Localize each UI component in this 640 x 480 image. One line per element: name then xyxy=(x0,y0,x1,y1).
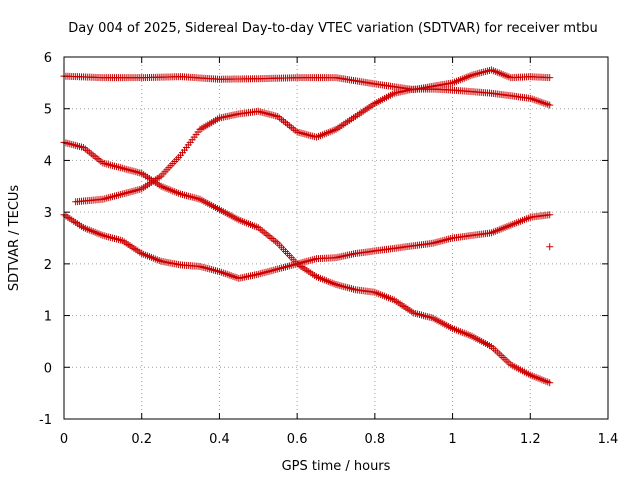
series-series-3 xyxy=(60,138,554,387)
chart-title: Day 004 of 2025, Sidereal Day-to-day VTE… xyxy=(68,21,597,36)
x-tick-label: 0.6 xyxy=(287,432,308,447)
y-tick-label: 0 xyxy=(44,361,52,376)
x-tick-label: 0.4 xyxy=(209,432,230,447)
y-tick-label: -1 xyxy=(39,413,52,428)
series-series-2 xyxy=(72,85,554,206)
y-tick-label: 4 xyxy=(44,154,52,169)
y-tick-label: 6 xyxy=(44,51,52,66)
data-point xyxy=(546,101,554,109)
x-tick-label: 1.2 xyxy=(520,432,541,447)
y-tick-label: 3 xyxy=(44,206,52,221)
x-axis-label: GPS time / hours xyxy=(282,459,391,474)
y-axis-label: SDTVAR / TECUs xyxy=(7,185,22,292)
y-tick-label: 1 xyxy=(44,310,52,325)
data-point xyxy=(546,74,554,82)
data-point xyxy=(546,379,554,387)
y-tick-label: 2 xyxy=(44,258,52,273)
x-tick-label: 1.4 xyxy=(598,432,619,447)
x-tick-label: 1 xyxy=(448,432,456,447)
data-marks xyxy=(60,66,554,387)
plot-frame xyxy=(63,56,609,420)
data-point xyxy=(546,243,554,251)
x-tick-labels: 0 0.2 0.4 0.6 0.8 1 1.2 1.4 xyxy=(60,432,618,447)
x-tick-label: 0 xyxy=(60,432,68,447)
y-tick-labels: -1 0 1 2 3 4 5 6 xyxy=(39,51,52,428)
series-series-4 xyxy=(60,211,554,282)
y-tick-label: 5 xyxy=(44,103,52,118)
series-series-5-outlier xyxy=(546,243,554,251)
data-point xyxy=(546,211,554,219)
x-tick-label: 0.8 xyxy=(365,432,386,447)
x-tick-label: 0.2 xyxy=(131,432,152,447)
